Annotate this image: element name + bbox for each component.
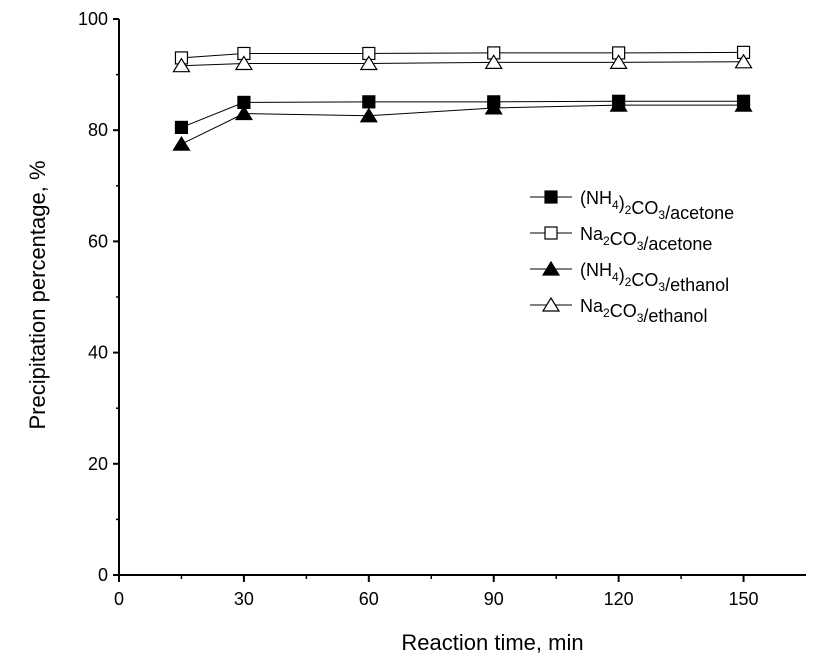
series-2 [174, 45, 751, 65]
data-point [734, 53, 753, 69]
data-point [609, 54, 628, 69]
legend-label: Na2CO3/ethanol [580, 296, 707, 326]
data-point [359, 107, 378, 123]
data-point [734, 97, 753, 112]
x-tick-label: 90 [484, 589, 504, 609]
y-tick-label: 40 [88, 343, 108, 363]
data-point [609, 97, 628, 112]
data-point [484, 99, 503, 115]
x-tick-label: 60 [359, 589, 379, 609]
y-tick-label: 100 [78, 9, 108, 29]
y-tick-label: 80 [88, 120, 108, 140]
data-point [172, 57, 191, 73]
series-line [181, 51, 744, 59]
series-4 [172, 53, 753, 73]
y-tick-label: 20 [88, 454, 108, 474]
data-point [172, 135, 191, 151]
legend-marker [544, 190, 558, 204]
series-line [181, 104, 744, 145]
legend-marker [541, 260, 561, 276]
legend-label: (NH4)2CO3/acetone [580, 188, 734, 223]
legend-marker [544, 226, 558, 240]
series-line [181, 61, 744, 67]
data-point [174, 120, 189, 135]
legend-label: Na2CO3/acetone [580, 224, 712, 254]
series-1 [174, 94, 751, 135]
x-tick-label: 120 [604, 589, 634, 609]
y-axis-title: Precipitation percentage, % [25, 160, 50, 429]
legend-label: (NH4)2CO3/ethanol [580, 260, 729, 295]
x-tick-label: 0 [114, 589, 124, 609]
y-tick-label: 0 [98, 565, 108, 585]
x-tick-label: 30 [234, 589, 254, 609]
x-axis-title: Reaction time, min [401, 630, 583, 655]
data-point [362, 95, 376, 109]
legend-marker [541, 296, 561, 312]
x-tick-label: 150 [729, 589, 759, 609]
data-point [234, 55, 253, 71]
data-point [359, 55, 378, 71]
series-line [181, 100, 744, 128]
data-point [234, 105, 253, 121]
data-point [484, 54, 503, 69]
series-3 [172, 97, 753, 151]
y-tick-label: 60 [88, 231, 108, 251]
